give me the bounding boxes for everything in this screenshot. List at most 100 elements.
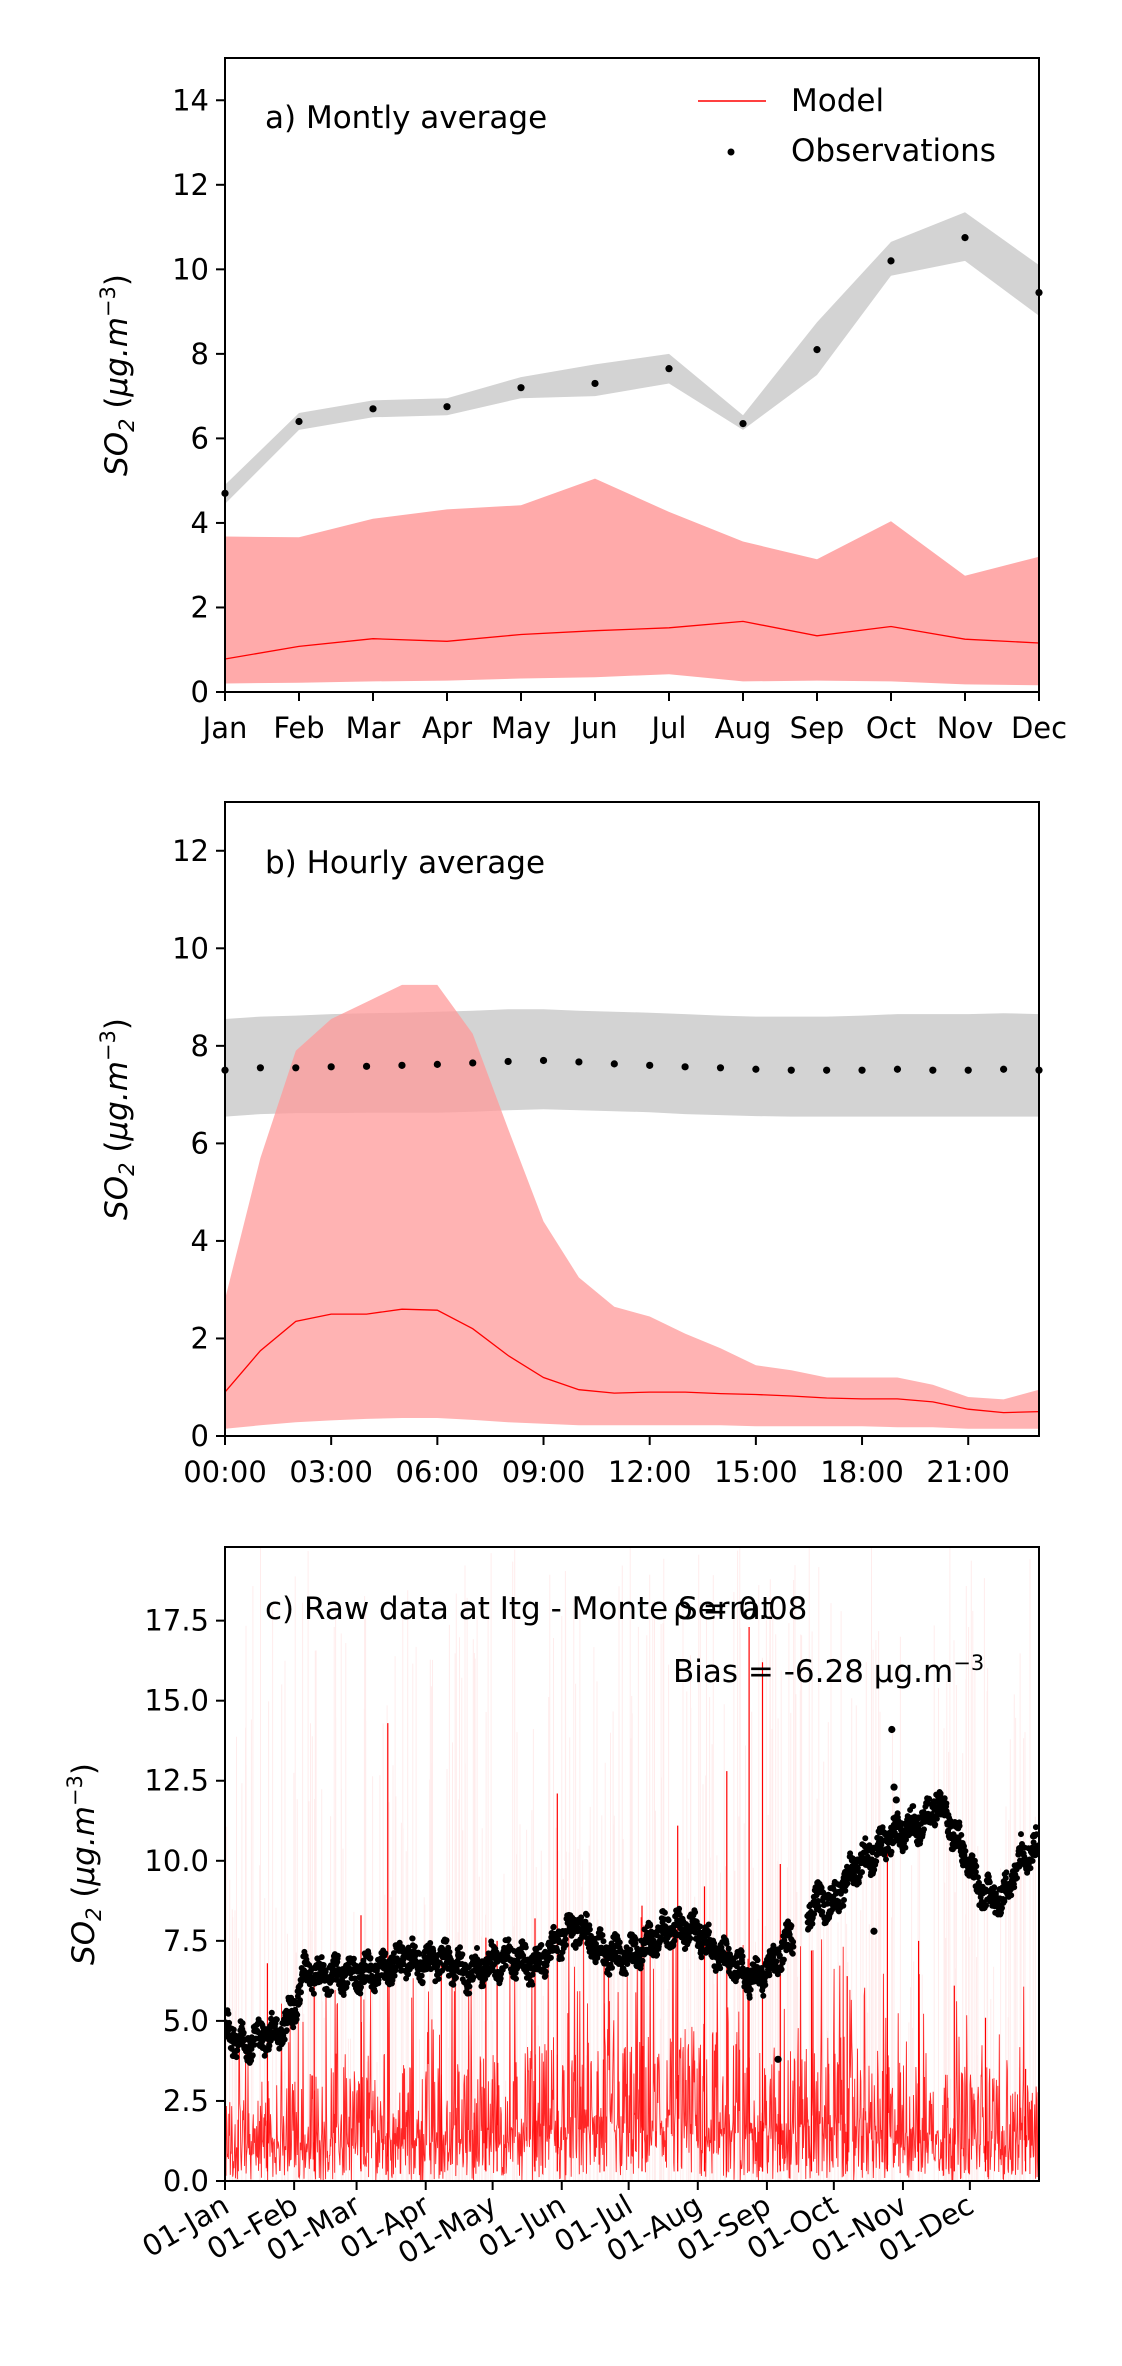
y-tick-label: 7.5	[163, 1924, 209, 1958]
panel-c-bias-annotation: Bias = -6.28 μg.m−3	[673, 1651, 984, 1690]
x-tick-label: Jul	[650, 711, 687, 745]
panel-b-title: b) Hourly average	[265, 845, 545, 881]
y-tick-label: 17.5	[144, 1604, 209, 1638]
observation-point	[646, 1061, 654, 1069]
panel-a-y-ticks: 0 2 4 6 8 10 12 14	[172, 83, 225, 709]
observation-point	[964, 1066, 972, 1074]
panel-b-y-axis-label: SO2 (μg.m−3)	[96, 1018, 139, 1220]
y-tick-label: 2	[191, 1321, 209, 1355]
y-tick-label: 5.0	[163, 2004, 209, 2038]
x-tick-label: 12:00	[608, 1455, 692, 1489]
observation-outlier	[890, 1783, 898, 1791]
observation-outlier	[935, 1793, 943, 1801]
x-tick-label: 06:00	[396, 1455, 480, 1489]
y-tick-label: 6	[191, 421, 209, 455]
panel-a-observation-points	[221, 234, 1043, 497]
y-tick-label: 15.0	[144, 1684, 209, 1718]
observation-point	[295, 417, 303, 426]
observation-point	[1000, 1065, 1008, 1073]
y-tick-label: 0	[191, 1419, 209, 1453]
panel-c-raw-data: 0.0 2.5 5.0 7.5 10.0 12.5 15.0 17.5 01-Jan01-Fe…	[63, 1546, 1040, 2271]
panel-b-observation-points	[221, 1056, 1043, 1074]
x-tick-label: 03:00	[289, 1455, 373, 1489]
y-tick-label: 0	[191, 675, 209, 709]
panel-c-y-ticks: 0.0 2.5 5.0 7.5 10.0 12.5 15.0 17.5	[144, 1604, 225, 2198]
panel-c-title: c) Raw data at Itg - Monte Serrat	[265, 1591, 773, 1627]
observation-point	[858, 1066, 866, 1074]
observation-point	[433, 1060, 441, 1068]
x-tick-label: Jan	[201, 711, 248, 745]
panel-c-x-ticks: 01-Jan01-Feb01-Mar01-Apr01-May01-Jun01-J…	[136, 2181, 979, 2271]
panel-a-model-line	[224, 620, 1040, 660]
panel-b-hourly-average: 0 2 4 6 8 10 12 00:00 03:00 06:00 09:00 12:00 15:00…	[96, 801, 1043, 1489]
observation-point	[739, 420, 747, 428]
x-tick-label: May	[491, 711, 551, 745]
y-tick-label: 10	[172, 931, 209, 965]
panel-b-x-ticks: 00:00 03:00 06:00 09:00 12:00 15:00 18:00 21:00	[183, 1436, 1010, 1489]
x-tick-label: Mar	[346, 711, 401, 745]
panel-a-observations-band	[225, 212, 1039, 504]
model-line	[224, 620, 1040, 660]
panel-c-observation-series	[225, 1725, 1039, 2066]
x-tick-label: 21:00	[926, 1455, 1010, 1489]
y-tick-label: 8	[191, 337, 209, 371]
observations-band-area	[225, 212, 1039, 504]
y-tick-label: 12.5	[144, 1764, 209, 1798]
y-tick-label: 4	[191, 1224, 209, 1258]
panel-c-frame	[224, 1546, 1040, 2182]
legend-observations-label: Observations	[791, 133, 996, 169]
panel-b-frame	[224, 801, 1040, 1437]
observation-point	[504, 1057, 512, 1066]
x-tick-label: Aug	[715, 711, 772, 745]
observation-outlier	[888, 1725, 896, 1734]
x-tick-label: Sep	[790, 711, 845, 745]
x-tick-label: Dec	[1011, 711, 1067, 745]
observation-point	[443, 403, 451, 411]
y-tick-label: 10.0	[144, 1844, 209, 1878]
observation-point	[398, 1061, 406, 1069]
observation-point	[681, 1063, 689, 1071]
x-tick-label: 18:00	[820, 1455, 904, 1489]
observation-point	[517, 384, 525, 392]
observation-point	[292, 1064, 300, 1072]
x-tick-label: Feb	[273, 711, 324, 745]
y-tick-label: 12	[172, 834, 209, 868]
observation-point	[469, 1059, 477, 1067]
legend-observations-swatch	[727, 148, 735, 156]
panel-b-model-band	[225, 984, 1039, 1429]
x-tick-label: Apr	[422, 711, 472, 745]
y-tick-label: 4	[191, 506, 209, 540]
x-tick-label: Jun	[570, 711, 617, 745]
panel-b-model-line	[224, 1308, 1040, 1414]
observation-point	[893, 1065, 902, 1073]
panel-a-x-ticks: Jan Feb Mar Apr May Jun Jul Aug Sep Oct Nov Dec	[201, 692, 1067, 745]
panel-c-rho-annotation: ρ = 0.08	[673, 1591, 807, 1627]
observation-point	[665, 365, 673, 373]
observation-outlier	[774, 2055, 782, 2063]
observation-point	[369, 405, 377, 413]
observation-point	[575, 1058, 583, 1066]
observation-point	[362, 1062, 371, 1070]
x-tick-label: 09:00	[502, 1455, 586, 1489]
panel-a-monthly-average: 0 2 4 6 8 10 12 14 Jan Feb Mar Apr May Jun Jul Aug Sep O…	[96, 57, 1067, 745]
x-tick-label: 00:00	[183, 1455, 267, 1489]
observation-point	[787, 1066, 795, 1074]
observation-point	[610, 1060, 618, 1068]
x-tick-label: 15:00	[714, 1455, 798, 1489]
observation-point	[961, 234, 969, 242]
panel-c-y-axis-label: SO2 (μg.m−3)	[63, 1763, 106, 1965]
observation-point	[752, 1065, 760, 1073]
observation-point	[256, 1064, 264, 1072]
y-tick-label: 2.5	[163, 2084, 209, 2118]
panel-a-frame	[224, 57, 1040, 693]
y-tick-label: 14	[172, 83, 209, 117]
observation-point	[823, 1066, 831, 1074]
panel-a-legend: Model Observations	[698, 83, 996, 169]
observation-point	[887, 257, 895, 265]
x-tick-label: Nov	[937, 711, 994, 745]
panel-a-title: a) Montly average	[265, 100, 547, 136]
observation-outlier	[870, 1927, 878, 1935]
model-line	[224, 1308, 1040, 1414]
y-tick-label: 0.0	[163, 2164, 209, 2198]
